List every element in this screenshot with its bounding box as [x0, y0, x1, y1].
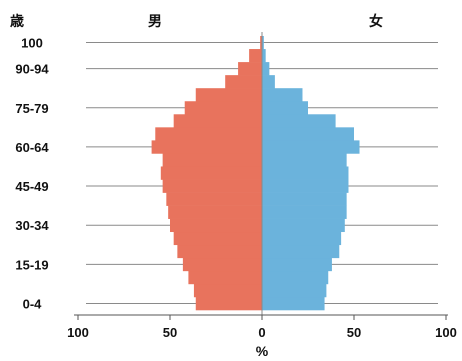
x-axis-label: % [256, 343, 269, 359]
y-tick-label: 60-64 [15, 140, 49, 155]
bar-female-30-34 [262, 218, 345, 233]
bar-female-70-74 [262, 114, 336, 128]
y-tick-label: 30-34 [15, 218, 49, 233]
series-female [262, 36, 360, 311]
bar-male-95-99 [249, 49, 262, 63]
bar-male-15-19 [182, 257, 262, 272]
x-tick-labels: 100 50 0 50 100 [67, 325, 457, 340]
bar-female-65-69 [262, 127, 354, 141]
y-axis-label: 歳 [10, 13, 24, 29]
legend-male-label: 男 [148, 13, 162, 29]
x-tick-label: 50 [163, 325, 177, 340]
bar-female-50-54 [262, 166, 349, 180]
bar-female-5-9 [262, 283, 327, 298]
y-tick-label: 45-49 [15, 179, 48, 194]
bar-male-80-84 [195, 88, 262, 102]
bar-male-75-79 [184, 101, 262, 115]
bar-male-30-34 [170, 218, 262, 233]
bar-female-100 [262, 36, 264, 50]
bar-male-65-69 [155, 127, 262, 141]
bar-male-55-59 [162, 153, 262, 167]
y-tick-label: 90-94 [15, 62, 49, 77]
bar-female-10-14 [262, 270, 329, 285]
bar-male-35-39 [168, 205, 262, 219]
bar-female-75-79 [262, 101, 308, 115]
bar-female-20-24 [262, 244, 340, 259]
bar-male-25-29 [173, 231, 262, 246]
bar-female-55-59 [262, 153, 347, 167]
bar-male-20-24 [177, 244, 262, 259]
x-tick-label: 0 [258, 325, 265, 340]
y-tick-labels: 0-4 15-19 30-34 45-49 60-64 75-79 90-94 100 [15, 36, 49, 312]
bar-female-15-19 [262, 257, 332, 272]
x-tick-label: 100 [435, 325, 457, 340]
bar-female-95-99 [262, 49, 266, 63]
bar-male-10-14 [188, 270, 262, 285]
bar-female-85-89 [262, 75, 275, 89]
bar-female-25-29 [262, 231, 342, 246]
bar-female-90-94 [262, 62, 270, 76]
bar-male-60-64 [151, 140, 262, 154]
bar-male-100 [260, 36, 262, 50]
y-tick-label: 0-4 [23, 296, 43, 311]
y-tick-label: 100 [21, 36, 43, 51]
x-tick-label: 50 [347, 325, 361, 340]
bar-female-45-49 [262, 179, 349, 193]
bar-female-60-64 [262, 140, 360, 154]
bar-female-35-39 [262, 205, 347, 219]
bar-male-85-89 [225, 75, 262, 89]
series-male [151, 36, 262, 311]
bar-male-45-49 [162, 179, 262, 193]
bar-male-0-4 [195, 296, 262, 311]
y-tick-label: 75-79 [15, 101, 48, 116]
bar-female-40-44 [262, 192, 347, 206]
bar-female-0-4 [262, 296, 325, 311]
legend-female-label: 女 [369, 13, 383, 29]
bar-female-80-84 [262, 88, 303, 102]
bar-male-70-74 [173, 114, 262, 128]
bar-male-40-44 [166, 192, 262, 206]
bar-male-90-94 [238, 62, 262, 76]
bar-male-50-54 [160, 166, 262, 180]
x-tick-label: 100 [67, 325, 89, 340]
bar-male-5-9 [193, 283, 262, 298]
y-tick-label: 15-19 [15, 257, 48, 272]
